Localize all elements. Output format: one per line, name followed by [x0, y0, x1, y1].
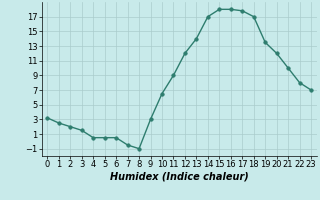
X-axis label: Humidex (Indice chaleur): Humidex (Indice chaleur) [110, 172, 249, 182]
